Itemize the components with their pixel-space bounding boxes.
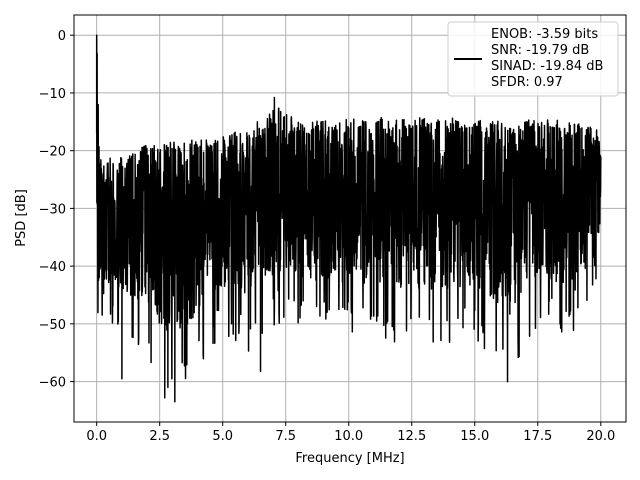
y-tick-label: −30 — [39, 202, 66, 217]
plot-frame — [73, 14, 627, 423]
y-tick-label: −60 — [39, 376, 66, 391]
legend-snr-text: SNR: -19.79 dB — [491, 43, 589, 58]
legend-box — [447, 21, 619, 97]
x-tick-label: 2.5 — [149, 429, 170, 444]
x-tick-label: 17.5 — [523, 429, 552, 444]
y-tick-label: −50 — [39, 318, 66, 333]
legend-sinad-text: SINAD: -19.84 dB — [491, 59, 603, 74]
y-tick-label: −20 — [39, 145, 66, 160]
ticks: 0.0 2.5 5.0 7.5 10.0 12.5 15.0 17.5 20.0 0 −10 −20 −… — [39, 29, 616, 444]
x-tick-label: 5.0 — [212, 429, 233, 444]
x-axis-label: Frequency [MHz] — [295, 451, 404, 466]
y-axis-label: PSD [dB] — [14, 189, 29, 247]
series-line-psd — [95, 34, 602, 403]
x-tick-label: 10.0 — [334, 429, 363, 444]
legend-enob-text: ENOB: -3.59 bits — [491, 27, 598, 42]
y-tick-label: −40 — [39, 260, 66, 275]
legend-sfdr-text: SFDR: 0.97 — [491, 75, 563, 90]
y-tick-label: 0 — [58, 29, 66, 44]
x-tick-label: 15.0 — [460, 429, 489, 444]
x-tick-label: 7.5 — [275, 429, 296, 444]
x-tick-label: 20.0 — [586, 429, 615, 444]
y-tick-label: −10 — [39, 87, 66, 102]
data-layer — [95, 34, 602, 403]
x-tick-label: 0.0 — [86, 429, 107, 444]
x-tick-label: 12.5 — [397, 429, 426, 444]
legend: ENOB: -3.59 bits SNR: -19.79 dB SINAD: -… — [447, 21, 619, 97]
